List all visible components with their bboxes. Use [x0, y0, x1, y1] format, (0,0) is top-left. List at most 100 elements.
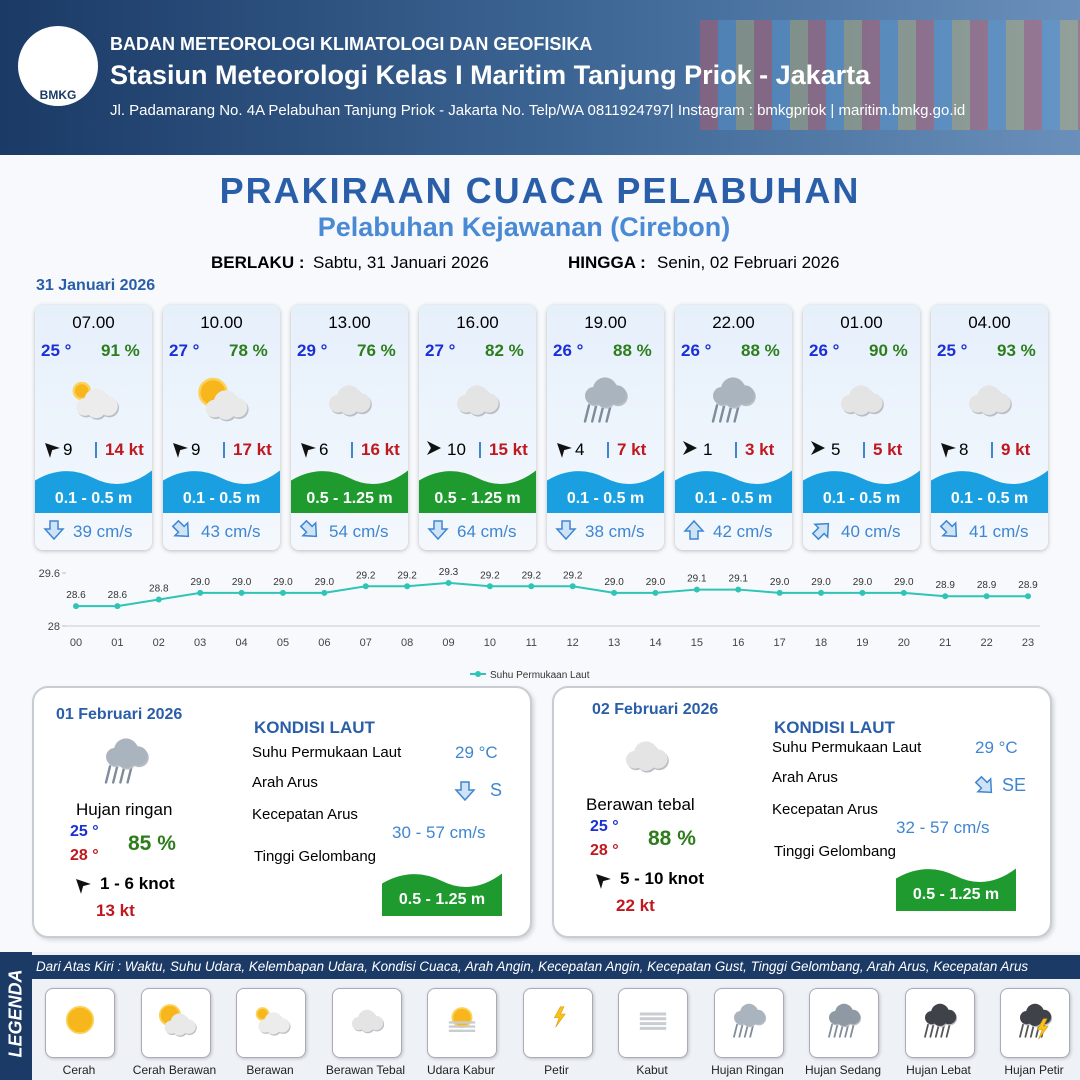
legend-item-label: Petir: [544, 1063, 569, 1077]
rain: [934, 1023, 940, 1038]
wave-height: 0.1 - 0.5 m: [694, 490, 773, 507]
wind-arrow: [173, 443, 188, 458]
forecast-card: 07.00 25 ° 91 % 9 14 kt 0.1 - 0.5 m 39 cm/s: [35, 305, 152, 550]
y-tick-label: 28: [48, 621, 60, 633]
legend-item-label: Cerah: [62, 1063, 96, 1077]
cloud-part: [723, 387, 743, 407]
valid-to: Senin, 02 Februari 2026: [657, 253, 840, 272]
cloud-part: [266, 1020, 281, 1035]
humidity: 88 %: [648, 827, 696, 850]
wind-arrow: [557, 443, 572, 458]
legend-item-box: [1000, 988, 1070, 1058]
current-arrow: [427, 520, 449, 541]
point: [114, 603, 121, 610]
value-label: 28.8: [149, 584, 169, 595]
wind-speed: 1: [703, 440, 713, 459]
current-speed: 42 cm/s: [713, 522, 773, 541]
sun: [451, 1007, 473, 1029]
cloud-part: [467, 395, 487, 415]
point: [611, 589, 618, 596]
rain: [849, 1023, 855, 1038]
wave-shape: [382, 873, 502, 916]
legend-item-label: Cerah Berawan: [132, 1063, 217, 1077]
time: 16.00: [456, 313, 499, 332]
x-tick-label: 08: [401, 637, 413, 649]
current-arrow-shape: [299, 519, 318, 538]
wave-fill: [163, 470, 280, 513]
time: 01.00: [840, 313, 883, 332]
current-arrow-shape: [811, 522, 830, 541]
current-arrow-shape: [683, 519, 705, 540]
condition: Hujan ringan: [76, 800, 173, 819]
wave-height: 0.1 - 0.5 m: [822, 490, 901, 507]
time: 10.00: [200, 313, 243, 332]
wind-arrow-shape: [76, 879, 91, 894]
separator: [991, 442, 993, 458]
gust: 9 kt: [1001, 440, 1031, 459]
value-label: 29.0: [853, 577, 873, 588]
x-tick-label: 21: [939, 637, 951, 649]
point: [652, 589, 659, 596]
point: [735, 586, 742, 593]
legend-icon: [828, 1003, 862, 1038]
legend-item-box: [713, 988, 784, 1058]
value-label: 29.2: [480, 570, 500, 581]
legend-item-label: Kabut: [636, 1063, 668, 1077]
humidity: 93 %: [997, 341, 1036, 360]
point: [818, 589, 825, 596]
weather-icon: [329, 385, 372, 417]
rain: [939, 1023, 945, 1038]
wave-height: 0.1 - 0.5 m: [182, 490, 261, 507]
wind-arrow: [811, 441, 825, 455]
cloud-part: [86, 399, 106, 419]
wind-arrow: [596, 874, 611, 889]
legend-item-box: [522, 988, 593, 1058]
temperature: 26 °: [681, 341, 712, 360]
point: [197, 589, 204, 596]
wave-fill: [896, 868, 1016, 911]
cloud-part: [636, 751, 656, 771]
current-dir: S: [490, 780, 503, 800]
dir-label: Arah Arus: [772, 769, 838, 786]
humidity: 76 %: [357, 341, 396, 360]
day-icon: [626, 741, 669, 773]
day-date: 02 Februari 2026: [592, 701, 719, 718]
forecast-card: 01.00 26 ° 90 % 5 5 kt 0.1 - 0.5 m 40 cm/s: [803, 305, 920, 550]
title: PRAKIRAAN CUACA PELABUHAN: [219, 170, 861, 211]
value-label: 29.0: [315, 577, 335, 588]
legend-item-box: [45, 988, 115, 1058]
station: Stasiun Meteorologi Kelas I Maritim Tanj…: [110, 60, 871, 90]
wave-height: 0.1 - 0.5 m: [566, 490, 645, 507]
value-label: 29.1: [729, 574, 749, 585]
point: [155, 596, 162, 603]
value-label: 29.0: [646, 577, 666, 588]
point: [900, 589, 907, 596]
wave-height: 0.5 - 1.25 m: [306, 490, 393, 507]
current-speed: 43 cm/s: [201, 522, 261, 541]
rain: [738, 1023, 743, 1038]
x-tick-label: 20: [898, 637, 910, 649]
x-tick-label: 19: [856, 637, 868, 649]
valid-from: Sabtu, 31 Januari 2026: [313, 253, 489, 272]
wind-arrow: [301, 443, 316, 458]
legend-label: Suhu Permukaan Laut: [490, 670, 590, 681]
legend-item-box: [331, 988, 402, 1058]
current-speed: 30 - 57 cm/s: [392, 823, 486, 842]
current-arrow: [454, 781, 476, 802]
current-dir: SE: [1002, 775, 1027, 795]
value-label: 29.0: [604, 577, 624, 588]
weather-icon: [583, 377, 628, 423]
temperature: 27 °: [169, 341, 200, 360]
temp-min: 25 °: [70, 823, 99, 840]
temperature: 29 °: [297, 341, 328, 360]
legend-icon: [448, 1007, 476, 1032]
legend-icon: [1019, 1003, 1053, 1040]
x-tick-label: 17: [774, 637, 786, 649]
cloud-part: [1027, 1011, 1043, 1026]
x-tick-label: 18: [815, 637, 827, 649]
current-arrow: [43, 520, 65, 541]
wind-arrow-shape: [301, 443, 316, 458]
wind-arrow-shape: [683, 441, 697, 455]
legend-item-box: [236, 988, 306, 1058]
